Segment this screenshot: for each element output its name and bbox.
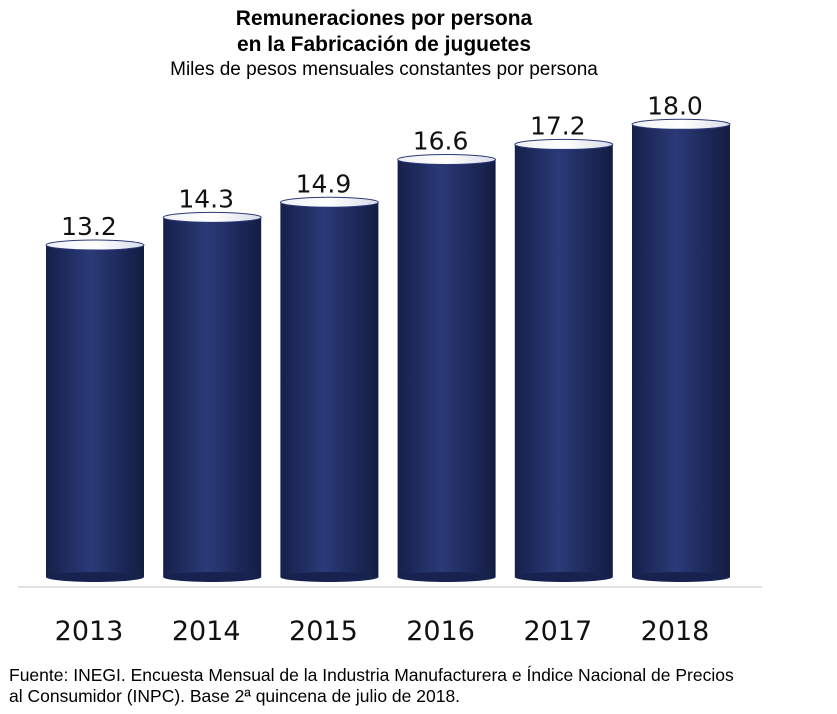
- bar-2013: [45, 239, 145, 582]
- bar-body: [397, 159, 496, 577]
- bar-body: [163, 217, 262, 578]
- bar-base: [280, 572, 379, 582]
- data-label-2013: 13.2: [61, 212, 117, 241]
- bar-2015: [279, 196, 379, 582]
- bar-body: [280, 202, 379, 577]
- bar-2016: [397, 154, 497, 582]
- source-note: Fuente: INEGI. Encuesta Mensual de la In…: [9, 665, 837, 707]
- data-label-2014: 14.3: [178, 184, 234, 213]
- data-label-2016: 16.6: [413, 127, 469, 156]
- data-label-2018: 18.0: [647, 91, 703, 120]
- bar-top: [45, 239, 145, 251]
- bar-2018: [631, 118, 731, 582]
- bar-2017: [514, 138, 614, 582]
- bar-body: [46, 245, 144, 577]
- x-tick-label-2013: 2013: [55, 616, 124, 647]
- bar-base: [46, 572, 144, 582]
- source-line-2: al Consumidor (INPC). Base 2ª quincena d…: [9, 686, 461, 706]
- bar-base: [632, 572, 730, 582]
- bar-top: [631, 118, 731, 130]
- bar-base: [514, 572, 613, 582]
- source-line-1: Fuente: INEGI. Encuesta Mensual de la In…: [9, 665, 734, 685]
- x-tick-label-2015: 2015: [289, 616, 358, 647]
- x-tick-label-2016: 2016: [406, 616, 475, 647]
- data-label-2015: 14.9: [296, 169, 352, 198]
- chart-title-line-1: Remuneraciones por persona: [235, 7, 533, 30]
- data-label-2017: 17.2: [530, 111, 586, 140]
- chart-title-line-2: en la Fabricación de juguetes: [236, 33, 532, 56]
- bar-top: [162, 211, 262, 223]
- bar-body: [514, 144, 613, 578]
- bar-body: [632, 124, 730, 578]
- bar-top: [397, 154, 497, 166]
- bar-base: [397, 572, 496, 582]
- bar-2014: [162, 211, 262, 582]
- x-tick-label-2017: 2017: [523, 616, 592, 647]
- chart-subtitle: Miles de pesos mensuales constantes por …: [170, 59, 598, 80]
- bar-top: [514, 138, 614, 150]
- bar-base: [163, 572, 262, 582]
- bar-chart: 13.2 2013 14.3 2014 14.9 2015 16.6 2016 17.2 2017…: [18, 91, 762, 647]
- x-tick-label-2014: 2014: [172, 616, 241, 647]
- x-tick-label-2018: 2018: [641, 616, 710, 647]
- bar-top: [279, 196, 379, 208]
